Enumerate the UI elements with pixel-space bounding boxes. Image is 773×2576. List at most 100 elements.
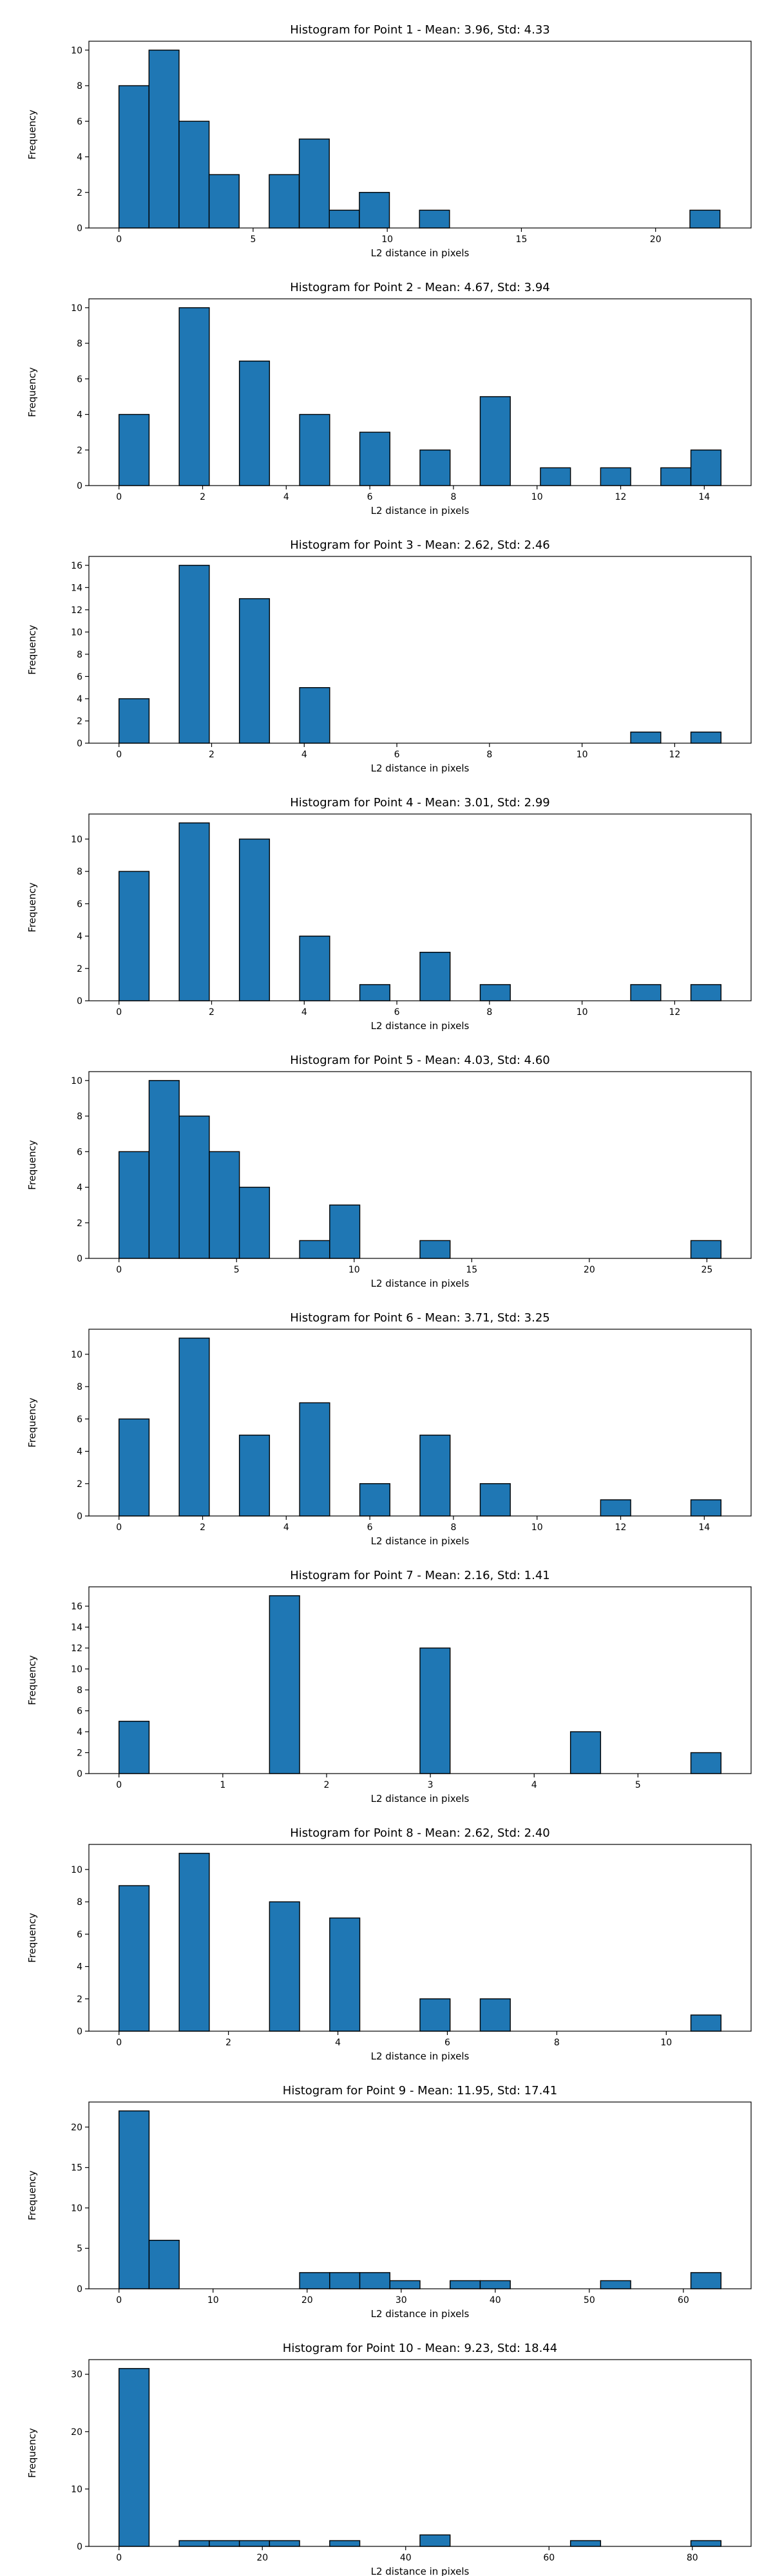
histogram-bar <box>238 838 271 1001</box>
x-tick-label: 8 <box>486 750 492 760</box>
y-tick-label: 10 <box>71 1076 82 1086</box>
histogram-bar <box>269 1901 300 2032</box>
histogram-bar <box>299 687 330 744</box>
y-tick-label: 10 <box>71 303 82 314</box>
axes-frame <box>88 813 752 1001</box>
y-tick-label: 8 <box>77 81 82 91</box>
x-tick-label: 25 <box>701 1265 712 1275</box>
histogram-bar <box>238 360 271 486</box>
y-axis-label: Frequency <box>26 1397 38 1448</box>
histogram-bar <box>329 1204 361 1259</box>
histogram-bar <box>600 1499 631 1517</box>
y-tick-label: 2 <box>77 446 82 456</box>
histogram-bar <box>329 1917 361 2032</box>
histogram-bar <box>148 50 180 229</box>
y-tick-label: 4 <box>77 1447 82 1457</box>
x-tick-label: 80 <box>687 2553 698 2563</box>
y-tick-label: 10 <box>71 1665 82 1675</box>
histogram-bar <box>479 984 511 1001</box>
x-tick-label: 1 <box>220 1780 225 1790</box>
x-tick-label: 0 <box>116 2295 122 2306</box>
y-tick-label: 8 <box>77 339 82 349</box>
histogram-panel-5: Histogram for Point 5 - Mean: 4.03, Std:… <box>26 1054 752 1289</box>
x-tick-label: 40 <box>490 2295 501 2306</box>
y-tick-label: 14 <box>71 583 82 593</box>
x-tick-label: 0 <box>116 1780 122 1790</box>
x-tick-label: 5 <box>250 234 256 245</box>
y-axis-label: Frequency <box>26 1655 38 1705</box>
y-tick-label: 0 <box>77 996 82 1007</box>
histogram-bar <box>690 732 721 744</box>
x-tick-label: 14 <box>698 492 710 502</box>
y-tick-label: 4 <box>77 410 82 421</box>
histogram-panel-8: Histogram for Point 8 - Mean: 2.62, Std:… <box>26 1826 752 2062</box>
y-tick-label: 4 <box>77 1183 82 1193</box>
histogram-bar <box>630 732 662 744</box>
x-axis-label: L2 distance in pixels <box>371 2308 470 2320</box>
x-axis-label: L2 distance in pixels <box>371 1020 470 1032</box>
histogram-bar <box>359 431 390 486</box>
chart-title: Histogram for Point 2 - Mean: 4.67, Std:… <box>290 281 550 294</box>
histogram-bar <box>209 2540 240 2547</box>
y-axis-label: Frequency <box>26 109 38 160</box>
histogram-bar <box>329 209 360 229</box>
x-tick-label: 6 <box>367 1522 373 1533</box>
y-tick-label: 10 <box>71 1350 82 1360</box>
y-tick-label: 0 <box>77 481 82 491</box>
x-tick-label: 30 <box>396 2295 407 2306</box>
y-tick-label: 6 <box>77 117 82 127</box>
x-tick-label: 15 <box>466 1265 477 1275</box>
x-tick-label: 20 <box>650 234 662 245</box>
histogram-bar <box>690 1240 721 1259</box>
x-axis-label: L2 distance in pixels <box>371 2566 470 2576</box>
histogram-bar <box>178 1115 210 1259</box>
histogram-bar <box>660 467 692 486</box>
histogram-bar <box>178 822 210 1001</box>
histogram-panel-1: Histogram for Point 1 - Mean: 3.96, Std:… <box>26 23 752 259</box>
y-tick-label: 8 <box>77 1382 82 1392</box>
histogram-bar <box>359 984 390 1001</box>
y-tick-label: 8 <box>77 1112 82 1122</box>
axes-frame <box>88 2101 752 2289</box>
axes-frame <box>88 2359 752 2547</box>
x-tick-label: 10 <box>577 1007 588 1018</box>
histogram-bar <box>690 1752 721 1774</box>
histogram-bar <box>208 174 240 229</box>
y-tick-label: 6 <box>77 1414 82 1425</box>
x-tick-label: 12 <box>615 1522 627 1533</box>
y-tick-label: 2 <box>77 1218 82 1229</box>
histogram-bar <box>269 174 300 229</box>
chart-title: Histogram for Point 10 - Mean: 9.23, Std… <box>283 2342 557 2355</box>
x-tick-label: 0 <box>116 1522 122 1533</box>
x-tick-label: 2 <box>200 1522 205 1533</box>
x-tick-label: 8 <box>450 1522 456 1533</box>
y-tick-label: 16 <box>71 561 82 571</box>
y-tick-label: 20 <box>71 2427 82 2438</box>
y-tick-label: 0 <box>77 2027 82 2037</box>
histogram-bar <box>329 2272 361 2289</box>
y-axis-label: Frequency <box>26 2428 38 2478</box>
histogram-bar <box>119 1151 150 1259</box>
y-axis-label: Frequency <box>26 882 38 933</box>
y-tick-label: 5 <box>77 2244 82 2254</box>
y-tick-label: 2 <box>77 716 82 726</box>
x-tick-label: 10 <box>660 2038 672 2048</box>
histogram-bar <box>690 1499 721 1517</box>
histogram-bar <box>359 1483 390 1517</box>
y-tick-label: 6 <box>77 374 82 384</box>
histogram-bar <box>299 935 330 1001</box>
x-axis-label: L2 distance in pixels <box>371 1535 470 1547</box>
x-tick-label: 5 <box>635 1780 641 1790</box>
y-axis-label: Frequency <box>26 367 38 417</box>
histogram-bar <box>209 1151 240 1259</box>
x-tick-label: 4 <box>283 492 289 502</box>
histogram-bar <box>148 2239 180 2289</box>
x-tick-label: 0 <box>116 234 122 245</box>
histogram-bar <box>238 1186 271 1259</box>
y-tick-label: 0 <box>77 2542 82 2552</box>
y-tick-label: 10 <box>71 627 82 638</box>
x-tick-label: 5 <box>234 1265 240 1275</box>
histogram-bar <box>178 1338 210 1517</box>
